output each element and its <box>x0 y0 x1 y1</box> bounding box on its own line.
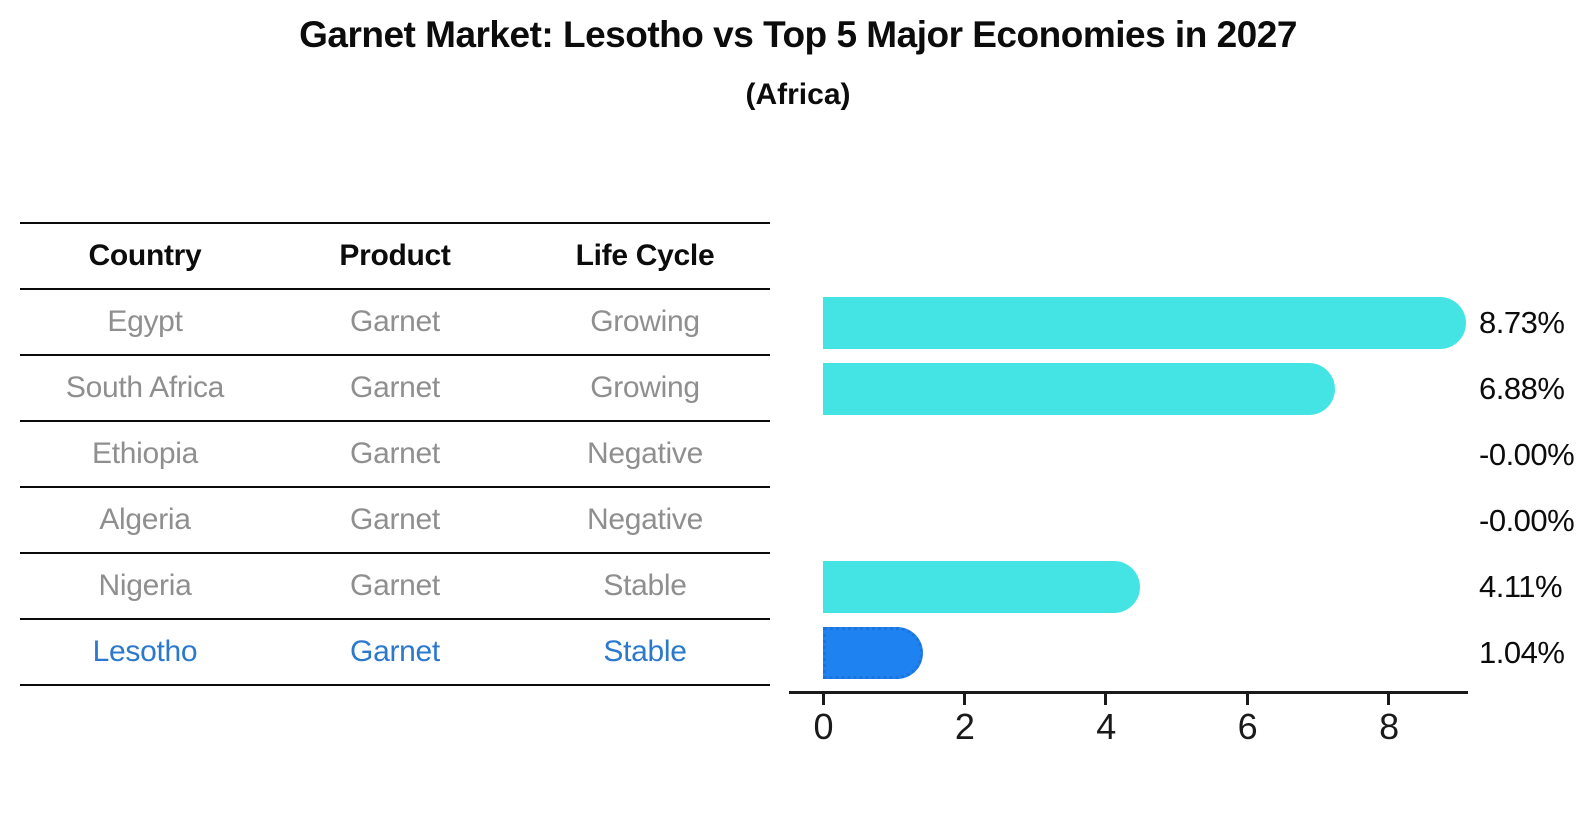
x-axis-tick-label-0: 0 <box>813 706 833 747</box>
x-axis-tick-label-2: 2 <box>954 706 975 747</box>
table-cell-product: Garnet <box>350 635 440 668</box>
country-table: Country Product Life Cycle Egypt Garnet Gr… <box>20 222 770 686</box>
table-cell-country: Nigeria <box>98 569 192 602</box>
bar-south-africa <box>823 363 1336 415</box>
table-cell-country: Ethiopia <box>91 437 198 470</box>
table-cell-product: Garnet <box>350 569 440 602</box>
x-axis-tick-6 <box>1245 694 1249 705</box>
column-header-product: Product <box>339 239 451 272</box>
table-cell-product: Garnet <box>350 305 440 338</box>
table-cell-life_cycle: Stable <box>603 635 687 668</box>
x-axis-line <box>789 691 1468 694</box>
table-row-ethiopia: Ethiopia Garnet Negative <box>20 422 770 488</box>
chart-title: Garnet Market: Lesotho vs Top 5 Major Ec… <box>299 14 1297 55</box>
x-axis-tick-4 <box>1104 694 1108 705</box>
value-label-south-africa: 6.88% <box>1479 371 1565 406</box>
table-header-row: Country Product Life Cycle <box>20 224 770 290</box>
table-row-nigeria: Nigeria Garnet Stable <box>20 554 770 620</box>
table-body: Egypt Garnet Growing South Africa Garnet Grow… <box>20 290 770 686</box>
column-header-country: Country <box>88 239 202 272</box>
table-row-lesotho: Lesotho Garnet Stable <box>20 620 770 686</box>
value-label-algeria: -0.00% <box>1479 503 1575 538</box>
table-cell-product: Garnet <box>350 371 440 404</box>
table-row-egypt: Egypt Garnet Growing <box>20 290 770 356</box>
value-label-nigeria: 4.11% <box>1479 569 1563 604</box>
table-cell-life_cycle: Growing <box>590 305 700 338</box>
table-cell-life_cycle: Growing <box>590 371 700 404</box>
x-axis-tick-2 <box>962 694 966 705</box>
x-axis-tick-label-4: 4 <box>1096 706 1116 747</box>
table-cell-country: Egypt <box>107 305 183 338</box>
table-cell-country: Lesotho <box>92 635 198 668</box>
bar-egypt <box>823 297 1467 349</box>
value-label-lesotho: 1.04% <box>1479 635 1565 670</box>
table-row-south-africa: South Africa Garnet Growing <box>20 356 770 422</box>
x-axis-tick-0 <box>821 694 825 705</box>
table-cell-life_cycle: Negative <box>586 503 703 536</box>
table-cell-country: South Africa <box>65 371 225 404</box>
column-header-life-cycle: Life Cycle <box>575 239 715 272</box>
x-axis-tick-8 <box>1387 694 1391 705</box>
table-cell-life_cycle: Stable <box>603 569 687 602</box>
table-row-algeria: Algeria Garnet Negative <box>20 488 770 554</box>
table-cell-country: Algeria <box>99 503 191 536</box>
x-axis-tick-label-6: 6 <box>1237 706 1258 747</box>
bar-nigeria <box>823 561 1140 613</box>
value-label-egypt: 8.73% <box>1479 305 1565 340</box>
x-axis-tick-label-8: 8 <box>1379 706 1399 747</box>
value-label-ethiopia: -0.00% <box>1479 437 1575 472</box>
bar-lesotho <box>823 627 923 679</box>
table-cell-product: Garnet <box>350 437 440 470</box>
chart-subtitle: (Africa) <box>745 78 851 111</box>
table-cell-product: Garnet <box>350 503 440 536</box>
table-cell-life_cycle: Negative <box>586 437 703 470</box>
